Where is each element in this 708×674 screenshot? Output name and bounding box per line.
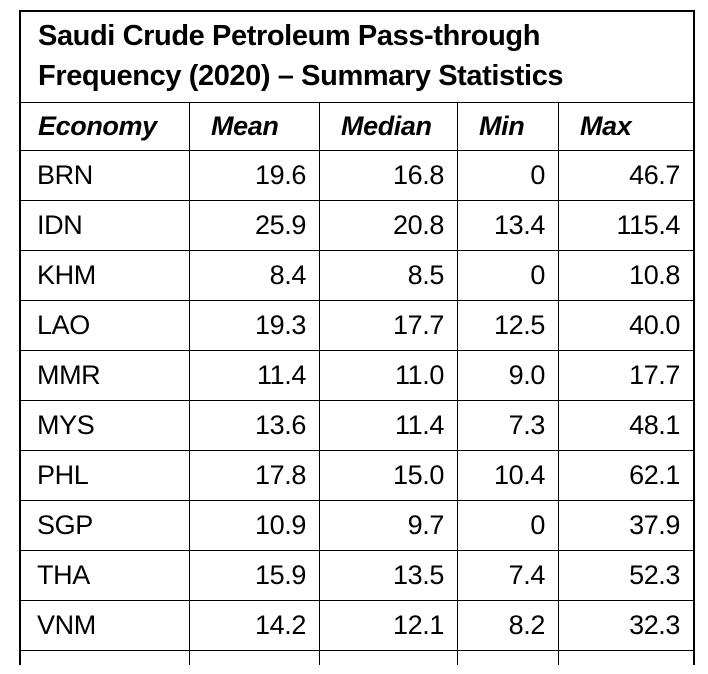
column-header-median: Median: [320, 103, 458, 151]
economy-cell: KHM: [21, 251, 190, 301]
table-title-line-2: Frequency (2020) – Summary Statistics: [38, 60, 564, 92]
economy-cell: MYS: [21, 401, 190, 451]
table-row: SGP 10.9 9.7 0 37.9: [21, 501, 694, 551]
value-cell: 9.7: [320, 501, 458, 551]
column-header-max: Max: [559, 103, 694, 151]
economy-cell: MMR: [21, 351, 190, 401]
value-cell: 11.4: [320, 401, 458, 451]
table-row: KHM 8.4 8.5 0 10.8: [21, 251, 694, 301]
table-row: MYS 13.6 11.4 7.3 48.1: [21, 401, 694, 451]
partial-cropped-row: [21, 651, 693, 665]
value-cell: 13.5: [320, 551, 458, 601]
value-cell: 7.4: [458, 551, 559, 601]
economy-cell: LAO: [21, 301, 190, 351]
value-cell: 10.4: [458, 451, 559, 501]
title-row: Saudi Crude Petroleum Pass-through Frequ…: [21, 12, 694, 103]
table-row: BRN 19.6 16.8 0 46.7: [21, 151, 694, 201]
partial-cell: [190, 651, 320, 665]
value-cell: 13.6: [190, 401, 320, 451]
header-row: Economy Mean Median Min Max: [21, 103, 694, 151]
value-cell: 37.9: [559, 501, 694, 551]
value-cell: 15.0: [320, 451, 458, 501]
value-cell: 46.7: [559, 151, 694, 201]
value-cell: 11.0: [320, 351, 458, 401]
value-cell: 115.4: [559, 201, 694, 251]
table-cropped-section: [21, 651, 693, 665]
value-cell: 11.4: [190, 351, 320, 401]
table-body: BRN 19.6 16.8 0 46.7 IDN 25.9 20.8 13.4 115.4 KHM 8…: [21, 151, 694, 651]
value-cell: 10.8: [559, 251, 694, 301]
value-cell: 17.7: [559, 351, 694, 401]
value-cell: 17.8: [190, 451, 320, 501]
table-row: IDN 25.9 20.8 13.4 115.4: [21, 201, 694, 251]
economy-cell: SGP: [21, 501, 190, 551]
value-cell: 0: [458, 251, 559, 301]
table-row: VNM 14.2 12.1 8.2 32.3: [21, 601, 694, 651]
value-cell: 0: [458, 501, 559, 551]
column-header-min: Min: [458, 103, 559, 151]
value-cell: 19.3: [190, 301, 320, 351]
economy-cell: PHL: [21, 451, 190, 501]
value-cell: 40.0: [559, 301, 694, 351]
value-cell: 62.1: [559, 451, 694, 501]
column-header-economy: Economy: [21, 103, 190, 151]
table-row: MMR 11.4 11.0 9.0 17.7: [21, 351, 694, 401]
table-head-section: Saudi Crude Petroleum Pass-through Frequ…: [21, 12, 694, 151]
value-cell: 8.5: [320, 251, 458, 301]
summary-statistics-table: Saudi Crude Petroleum Pass-through Frequ…: [19, 10, 696, 665]
value-cell: 48.1: [559, 401, 694, 451]
table-row: THA 15.9 13.5 7.4 52.3: [21, 551, 694, 601]
value-cell: 32.3: [559, 601, 694, 651]
table-title: Saudi Crude Petroleum Pass-through Frequ…: [21, 12, 694, 103]
partial-cell: [21, 651, 190, 665]
value-cell: 15.9: [190, 551, 320, 601]
value-cell: 12.1: [320, 601, 458, 651]
economy-cell: BRN: [21, 151, 190, 201]
value-cell: 20.8: [320, 201, 458, 251]
partial-cell: [320, 651, 458, 665]
table-title-line-1: Saudi Crude Petroleum Pass-through: [38, 20, 541, 52]
partial-cell: [559, 651, 693, 665]
value-cell: 8.4: [190, 251, 320, 301]
value-cell: 25.9: [190, 201, 320, 251]
partial-cell: [458, 651, 559, 665]
value-cell: 19.6: [190, 151, 320, 201]
value-cell: 9.0: [458, 351, 559, 401]
value-cell: 52.3: [559, 551, 694, 601]
value-cell: 7.3: [458, 401, 559, 451]
economy-cell: IDN: [21, 201, 190, 251]
economy-cell: VNM: [21, 601, 190, 651]
table-row: LAO 19.3 17.7 12.5 40.0: [21, 301, 694, 351]
value-cell: 8.2: [458, 601, 559, 651]
value-cell: 14.2: [190, 601, 320, 651]
value-cell: 16.8: [320, 151, 458, 201]
table-row: PHL 17.8 15.0 10.4 62.1: [21, 451, 694, 501]
value-cell: 12.5: [458, 301, 559, 351]
value-cell: 13.4: [458, 201, 559, 251]
column-header-mean: Mean: [190, 103, 320, 151]
economy-cell: THA: [21, 551, 190, 601]
value-cell: 17.7: [320, 301, 458, 351]
value-cell: 10.9: [190, 501, 320, 551]
value-cell: 0: [458, 151, 559, 201]
